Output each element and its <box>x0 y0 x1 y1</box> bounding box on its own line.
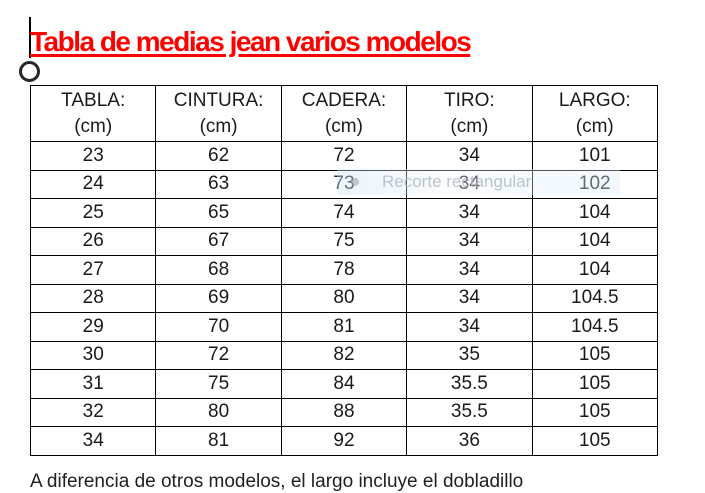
table-cell: 75 <box>280 226 408 256</box>
table-cell: 25 <box>29 198 157 228</box>
table-row: 27 68 78 34 104 <box>29 255 659 285</box>
table-cell: 34 <box>406 255 533 285</box>
header-cell-tiro: TIRO: (cm) <box>406 85 533 142</box>
table-cell: 102 <box>531 169 659 199</box>
table-cell: 34 <box>406 226 533 256</box>
table-cell: 72 <box>280 141 408 171</box>
table-cell: 105 <box>531 426 659 456</box>
table-row: 34 81 92 36 105 <box>29 426 659 456</box>
sizes-table-header: TABLA: (cm) CINTURA: (cm) CADERA: (cm) TIRO: (c… <box>29 85 659 142</box>
table-cell: 81 <box>280 312 408 342</box>
table-row: 25 65 74 34 104 <box>29 198 659 228</box>
table-cell: 84 <box>280 369 408 399</box>
table-cell: 26 <box>29 226 157 256</box>
header-label: TABLA: <box>61 89 126 111</box>
table-cell: 28 <box>29 283 157 313</box>
table-cell: 34 <box>406 283 533 313</box>
table-cell: 34 <box>29 426 157 456</box>
document-title: Tabla de medias jean varios modelos <box>30 26 472 57</box>
table-cell: 68 <box>155 255 282 285</box>
table-cell: 69 <box>155 283 282 313</box>
table-cell: 74 <box>280 198 408 228</box>
table-cell: 80 <box>155 397 282 427</box>
clipped-paragraph: A diferencia de otros modelos, el largo … <box>30 471 524 492</box>
table-row: 30 72 82 35 105 <box>29 340 659 370</box>
header-label: CINTURA: <box>173 89 264 111</box>
header-label: TIRO: <box>444 89 495 111</box>
table-cell: 104.5 <box>531 283 659 313</box>
text-caret <box>29 17 31 58</box>
header-unit: (cm) <box>74 115 113 137</box>
table-cell: 105 <box>531 397 659 427</box>
table-cell: 104 <box>531 226 659 256</box>
header-label: CADERA: <box>301 89 387 111</box>
table-cell: 65 <box>155 198 282 228</box>
table-cell: 34 <box>406 169 533 199</box>
table-cell: 92 <box>280 426 408 456</box>
table-cell: 104 <box>531 255 659 285</box>
table-row: 31 75 84 35.5 105 <box>29 369 659 399</box>
header-unit: (cm) <box>324 115 363 137</box>
header-cell-cadera: CADERA: (cm) <box>280 85 408 142</box>
header-label: LARGO: <box>558 89 631 111</box>
table-cell: 80 <box>280 283 408 313</box>
table-cell: 75 <box>155 369 282 399</box>
table-row: 32 80 88 35.5 105 <box>29 397 659 427</box>
table-cell: 81 <box>155 426 282 456</box>
sizes-table-container: TABLA: (cm) CINTURA: (cm) CADERA: (cm) TIRO: (c… <box>29 85 659 456</box>
jean-sizes-table: TABLA: (cm) CINTURA: (cm) CADERA: (cm) TIRO: (c… <box>29 85 659 456</box>
header-cell-largo: LARGO: (cm) <box>531 85 659 142</box>
table-cell: 34 <box>406 312 533 342</box>
table-cell: 73 <box>280 169 408 199</box>
object-anchor-handle[interactable] <box>19 61 40 82</box>
table-cell: 35.5 <box>406 369 533 399</box>
header-unit: (cm) <box>575 115 614 137</box>
header-unit: (cm) <box>450 115 489 137</box>
table-cell: 101 <box>531 141 659 171</box>
header-unit: (cm) <box>199 115 238 137</box>
table-cell: 72 <box>155 340 282 370</box>
table-cell: 32 <box>29 397 157 427</box>
table-cell: 35 <box>406 340 533 370</box>
table-row: 29 70 81 34 104.5 <box>29 312 659 342</box>
table-row: 24 63 73 34 102 <box>29 169 659 199</box>
table-cell: 70 <box>155 312 282 342</box>
table-cell: 88 <box>280 397 408 427</box>
header-cell-tabla: TABLA: (cm) <box>29 85 157 142</box>
table-cell: 36 <box>406 426 533 456</box>
table-cell: 30 <box>29 340 157 370</box>
table-row: 26 67 75 34 104 <box>29 226 659 256</box>
table-cell: 27 <box>29 255 157 285</box>
table-row: 23 62 72 34 101 <box>29 141 659 171</box>
table-cell: 24 <box>29 169 157 199</box>
table-cell: 78 <box>280 255 408 285</box>
header-row: TABLA: (cm) CINTURA: (cm) CADERA: (cm) TIRO: (c… <box>29 85 659 142</box>
table-cell: 62 <box>155 141 282 171</box>
table-cell: 35.5 <box>406 397 533 427</box>
table-cell: 31 <box>29 369 157 399</box>
table-cell: 23 <box>29 141 157 171</box>
table-cell: 34 <box>406 198 533 228</box>
table-cell: 104 <box>531 198 659 228</box>
table-cell: 105 <box>531 340 659 370</box>
table-cell: 29 <box>29 312 157 342</box>
sizes-table-body: 23 62 72 34 101 24 63 73 34 102 25 65 74 34 104 26 67 75 3… <box>29 141 659 456</box>
header-cell-cintura: CINTURA: (cm) <box>155 85 282 142</box>
table-cell: 105 <box>531 369 659 399</box>
table-cell: 104.5 <box>531 312 659 342</box>
table-cell: 34 <box>406 141 533 171</box>
table-cell: 63 <box>155 169 282 199</box>
table-row: 28 69 80 34 104.5 <box>29 283 659 313</box>
table-cell: 82 <box>280 340 408 370</box>
table-cell: 67 <box>155 226 282 256</box>
